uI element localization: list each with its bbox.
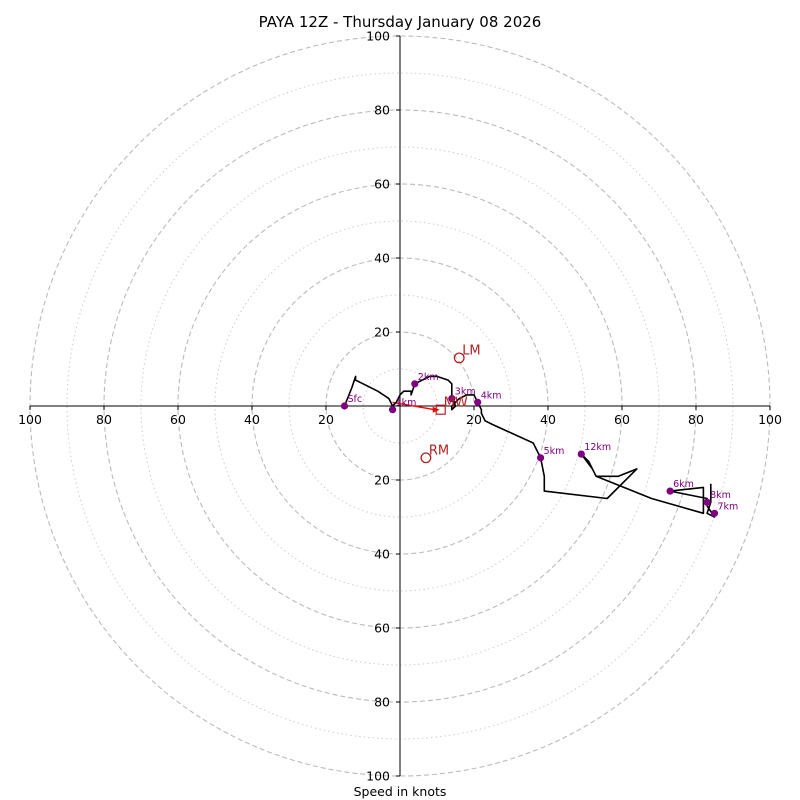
x-tick-label: 100: [18, 412, 42, 427]
y-tick-label: 40: [374, 251, 390, 266]
storm-label-MW: MW: [444, 396, 468, 411]
height-label-8km: 8km: [710, 490, 731, 501]
height-marker-3km: [448, 395, 456, 403]
x-tick-label: 100: [758, 412, 782, 427]
y-tick-label: 20: [374, 325, 390, 340]
y-tick-label: 80: [374, 695, 390, 710]
height-marker-6km: [666, 487, 674, 495]
x-tick-label: 80: [96, 412, 112, 427]
height-marker-12km: [577, 450, 585, 458]
x-tick-label: 60: [614, 412, 630, 427]
height-marker-7km: [710, 509, 719, 517]
height-label-6km: 6km: [673, 479, 694, 490]
x-tick-label: 20: [318, 412, 334, 427]
y-tick-label: 100: [366, 29, 390, 44]
height-label-4km: 4km: [481, 390, 502, 401]
y-tick-label: 60: [374, 177, 390, 192]
storm-label-RM: RM: [429, 443, 449, 458]
height-marker-5km: [537, 454, 545, 462]
x-tick-label: 60: [170, 412, 186, 427]
storm-marker-RM: [420, 452, 432, 464]
y-tick-label: 60: [374, 621, 390, 636]
height-marker-8km: [703, 498, 711, 506]
height-label-Sfc: Sfc: [348, 394, 363, 405]
tick-labels: 100 80 60 40 20 20 40 60 80 100 100 80 60 40 20 20 40 60 8…: [18, 29, 782, 784]
x-axis-label: Speed in knots: [354, 784, 447, 799]
hodograph-trace: [343, 375, 716, 518]
y-tick-label: 20: [374, 473, 390, 488]
wind-profile-line: [343, 375, 716, 518]
height-label-5km: 5km: [544, 446, 565, 457]
height-label-1km: 1km: [396, 398, 417, 409]
height-marker-4km: [474, 398, 482, 406]
height-label-7km: 7km: [718, 501, 739, 512]
y-tick-label: 80: [374, 103, 390, 118]
y-tick-label: 40: [374, 547, 390, 562]
height-label-12km: 12km: [584, 442, 611, 453]
x-tick-label: 40: [244, 412, 260, 427]
x-tick-label: 20: [466, 412, 482, 427]
chart-title: PAYA 12Z - Thursday January 08 2026: [259, 13, 542, 31]
x-tick-label: 80: [688, 412, 704, 427]
y-tick-label: 100: [366, 769, 390, 784]
height-label-2km: 2km: [418, 372, 439, 383]
axes: [30, 36, 770, 776]
storm-motion-markers: LM RM MW: [420, 343, 481, 464]
storm-marker-LM: [453, 352, 465, 364]
height-marker-Sfc: [340, 402, 349, 410]
mean-wind-line: [392, 401, 435, 411]
storm-label-LM: LM: [462, 343, 480, 358]
x-tick-label: 40: [540, 412, 556, 427]
storm-marker-MW: [435, 404, 446, 415]
height-marker-2km: [411, 380, 419, 388]
height-label-3km: 3km: [455, 387, 476, 398]
height-marker-1km: [389, 406, 397, 414]
